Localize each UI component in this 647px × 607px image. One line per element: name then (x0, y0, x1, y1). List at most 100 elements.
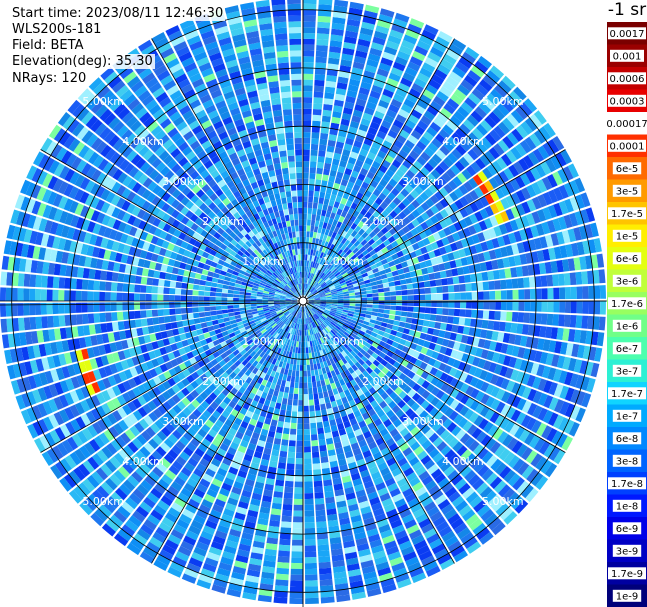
range-gate-cell (508, 356, 517, 368)
range-gate-cell (354, 291, 361, 296)
range-gate-cell (392, 61, 406, 72)
range-gate-cell (541, 365, 551, 379)
range-gate-cell (458, 275, 466, 284)
range-gate-cell (371, 116, 383, 125)
range-gate-cell (291, 417, 297, 424)
range-gate-cell (311, 255, 315, 262)
range-gate-cell (547, 189, 558, 204)
range-gate-cell (320, 127, 330, 134)
range-gate-cell (305, 347, 309, 354)
range-gate-cell (394, 56, 408, 66)
range-gate-cell (23, 317, 31, 331)
range-gate-cell (477, 464, 490, 477)
range-gate-cell (380, 258, 388, 265)
range-gate-cell (331, 188, 339, 196)
range-gate-cell (304, 522, 315, 529)
range-gate-cell (386, 338, 394, 346)
range-gate-cell (323, 260, 329, 267)
range-gate-cell (145, 302, 152, 310)
range-gate-cell (296, 434, 303, 441)
range-gate-cell (306, 266, 309, 273)
range-gate-cell (140, 285, 147, 293)
range-gate-cell (564, 403, 575, 418)
range-gate-cell (457, 106, 470, 118)
range-gate-cell (430, 215, 439, 225)
range-gate-cell (489, 290, 496, 300)
range-gate-cell (215, 305, 222, 311)
range-gate-cell (390, 305, 397, 311)
range-gate-cell (304, 545, 317, 552)
range-gate-cell (306, 284, 309, 290)
range-gate-cell (335, 313, 342, 318)
range-gate-cell (215, 297, 222, 301)
range-gate-cell (388, 104, 400, 114)
range-gate-cell (429, 194, 439, 205)
range-gate-cell (509, 178, 521, 191)
range-gate-cell (370, 42, 384, 51)
range-gate-cell (451, 474, 463, 486)
range-gate-cell (388, 513, 401, 524)
range-gate-cell (93, 280, 100, 291)
range-gate-cell (304, 463, 312, 470)
range-gate-cell (409, 476, 421, 487)
range-gate-cell (134, 275, 142, 284)
range-gate-cell (431, 543, 446, 555)
range-gate-cell (367, 96, 379, 105)
range-gate-cell (424, 187, 434, 198)
range-gate-cell (309, 266, 312, 273)
range-gate-cell (465, 491, 479, 504)
range-gate-cell (134, 302, 141, 310)
range-gate-cell (373, 30, 388, 40)
range-gate-cell (327, 346, 333, 353)
range-gate-cell (216, 288, 223, 293)
range-gate-cell (303, 289, 305, 296)
range-gate-cell (339, 409, 347, 418)
range-gate-cell (335, 311, 342, 316)
range-gate-cell (457, 172, 468, 184)
range-gate-cell (476, 504, 491, 518)
range-gate-cell (292, 399, 298, 406)
range-gate-cell (382, 88, 394, 99)
range-gate-cell (378, 164, 388, 174)
range-gate-cell (344, 36, 357, 45)
range-gate-cell (524, 289, 531, 300)
range-gate-cell (216, 283, 224, 289)
range-gate-cell (307, 382, 313, 389)
range-gate-cell (361, 224, 369, 232)
range-gate-cell (477, 291, 484, 300)
range-gate-cell (364, 4, 380, 14)
range-gate-cell (303, 248, 306, 255)
range-gate-cell (395, 114, 407, 124)
range-gate-cell (339, 317, 346, 322)
range-gate-cell (358, 373, 366, 381)
range-gate-cell (521, 400, 532, 414)
range-gate-cell (527, 388, 537, 402)
range-gate-cell (393, 395, 402, 405)
range-gate-cell (233, 308, 240, 312)
range-gate-cell (408, 329, 416, 337)
range-gate-cell (449, 115, 462, 127)
range-gate-cell (318, 439, 326, 446)
range-gate-cell (457, 527, 471, 540)
range-gate-cell (321, 322, 327, 328)
range-gate-cell (517, 462, 530, 476)
range-gate-cell (545, 353, 554, 366)
range-gate-cell (527, 402, 538, 416)
range-gate-cell (416, 72, 430, 84)
range-gate-cell (431, 351, 439, 360)
range-gate-cell (388, 462, 400, 472)
range-gate-cell (312, 261, 316, 268)
range-gate-cell (303, 429, 310, 435)
range-gate-cell (517, 312, 525, 323)
range-gate-cell (473, 444, 485, 456)
range-gate-cell (331, 305, 338, 308)
range-gate-cell (331, 307, 338, 310)
range-gate-cell (514, 175, 526, 189)
range-gate-cell (324, 309, 331, 313)
range-gate-cell (357, 92, 369, 101)
range-gate-cell (288, 440, 296, 447)
range-gate-cell (596, 332, 605, 347)
range-gate-cell (532, 390, 543, 404)
range-gate-cell (272, 443, 281, 451)
range-gate-cell (303, 178, 309, 185)
